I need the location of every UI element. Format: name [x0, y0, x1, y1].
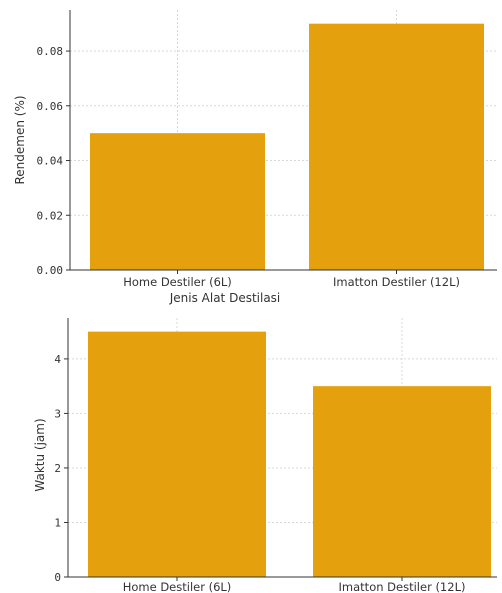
rendemen-x-tick-label: Home Destiler (6L): [123, 275, 232, 289]
rendemen-y-tick-label: 0.04: [37, 155, 64, 168]
rendemen-bars: [90, 23, 484, 271]
rendemen-axes: [69, 10, 497, 271]
waktu-x-tick-label: Home Destiler (6L): [123, 580, 232, 593]
waktu-y-tick-label: 3: [54, 407, 61, 420]
waktu-y-tick-label: 0: [54, 571, 61, 584]
rendemen-y-axis-title: Rendemen (%): [13, 95, 27, 184]
rendemen-y-tick-label: 0.06: [37, 100, 64, 113]
waktu-bar: [88, 331, 266, 577]
rendemen-y-tick-label: 0.02: [37, 209, 64, 222]
waktu-y-ticks: 0 1 2 3 4: [54, 353, 68, 584]
waktu-bars: [88, 331, 491, 577]
rendemen-bar: [309, 23, 484, 271]
rendemen-y-tick-label: 0.08: [37, 45, 64, 58]
rendemen-y-ticks: 0.00 0.02 0.04 0.06 0.08: [37, 45, 70, 277]
waktu-axes: [67, 318, 497, 578]
waktu-y-tick-label: 1: [54, 516, 61, 529]
rendemen-x-axis-title: Jenis Alat Destilasi: [169, 291, 281, 305]
waktu-y-tick-label: 4: [54, 353, 61, 366]
rendemen-y-tick-label: 0.00: [37, 264, 64, 277]
waktu-bar: [313, 386, 491, 577]
waktu-y-tick-label: 2: [54, 462, 61, 475]
rendemen-bar: [90, 133, 265, 270]
rendemen-x-ticks: Home Destiler (6L) Imatton Destiler (12L): [123, 270, 460, 289]
waktu-chart: 0 1 2 3 4 Home Destiler (6L) Imatton Destiler…: [33, 318, 497, 593]
rendemen-chart: 0.00 0.02 0.04 0.06 0.08 Home Destiler (6L) I…: [13, 10, 497, 305]
waktu-x-tick-label: Imatton Destiler (12L): [339, 580, 466, 593]
waktu-x-ticks: Home Destiler (6L) Imatton Destiler (12L): [123, 577, 466, 593]
rendemen-x-tick-label: Imatton Destiler (12L): [333, 275, 460, 289]
waktu-y-axis-title: Waktu (jam): [33, 418, 47, 491]
